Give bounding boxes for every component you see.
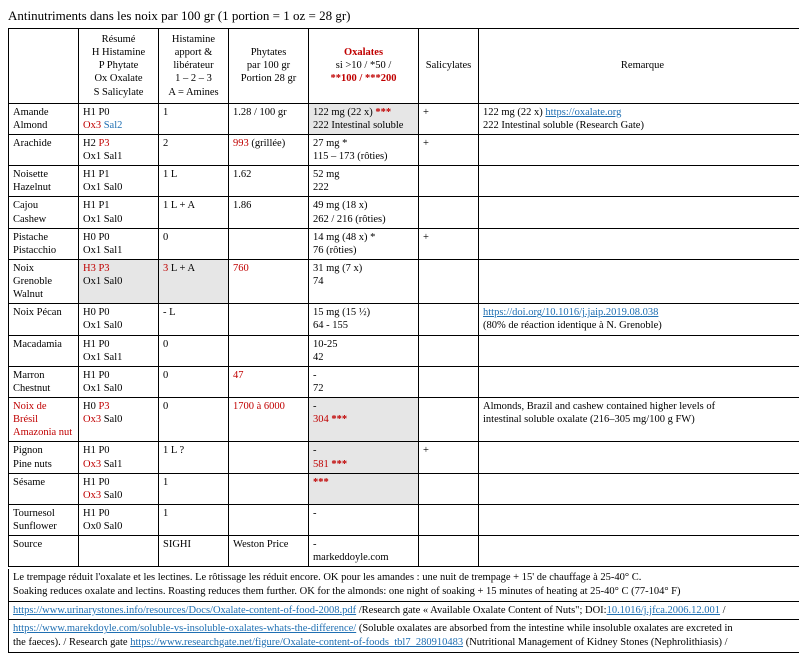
col-salicylates: Salicylates [419,29,479,104]
table-row: Macadamia H1 P0Ox1 Sal1 0 10-2542 [9,335,799,366]
table-row: MarronChestnut H1 P0Ox1 Sal0 0 47 -72 [9,366,799,397]
oxalate-link[interactable]: https://oxalate.org [545,107,621,118]
table-row: NoisetteHazelnut H1 P1Ox1 Sal0 1 L 1.62 … [9,166,799,197]
page-title: Antinutriments dans les noix par 100 gr … [8,8,799,24]
doi-link[interactable]: 10.1016/j.jfca.2006.12.001 [607,605,720,616]
table-row: TournesolSunflower H1 P0Ox0 Sal0 1 - [9,504,799,535]
table-row: Arachide H2 P3Ox1 Sal1 2 993 (grillée) 2… [9,134,799,165]
col-oxalates: Oxalates si >10 / *50 / **100 / ***200 [309,29,419,104]
table-row: AmandeAlmond H1 P0Ox3 Sal2 1 1.28 / 100 … [9,103,799,134]
table-row: Sésame H1 P0Ox3 Sal0 1 *** [9,473,799,504]
col-phytates: Phytates par 100 gr Portion 28 gr [229,29,309,104]
col-histamine: Histamine apport & libérateur 1 – 2 – 3 … [159,29,229,104]
table-row: Source SIGHI Weston Price -markeddoyle.c… [9,536,799,567]
table-row: Noix Pécan H0 P0Ox1 Sal0 - L 15 mg (15 ½… [9,304,799,335]
ref-link[interactable]: https://www.researchgate.net/figure/Oxal… [130,637,463,648]
doi-link[interactable]: https://doi.org/10.1016/j.jaip.2019.08.0… [483,307,658,318]
ref-link[interactable]: https://www.urinarystones.info/resources… [13,605,356,616]
table-row: Noix de BrésilAmazonia nut H0 P3Ox3 Sal0… [9,398,799,442]
header-row: Résumé H Histamine P Phytate Ox Oxalate … [9,29,799,104]
nutrients-table: Résumé H Histamine P Phytate Ox Oxalate … [8,28,799,567]
table-row: CajouCashew H1 P1Ox1 Sal0 1 L + A 1.86 4… [9,197,799,228]
col-remarque: Remarque [479,29,799,104]
col-resume: Résumé H Histamine P Phytate Ox Oxalate … [79,29,159,104]
table-row: Noix GrenobleWalnut H3 P3Ox1 Sal0 3 L + … [9,259,799,303]
table-row: PistachePistacchio H0 P0Ox1 Sal1 0 14 mg… [9,228,799,259]
footnotes: Le trempage réduit l'oxalate et les lect… [8,569,799,652]
ref-link[interactable]: https://www.marekdoyle.com/soluble-vs-in… [13,623,356,634]
table-row: PignonPine nuts H1 P0Ox3 Sal1 1 L ? -581… [9,442,799,473]
